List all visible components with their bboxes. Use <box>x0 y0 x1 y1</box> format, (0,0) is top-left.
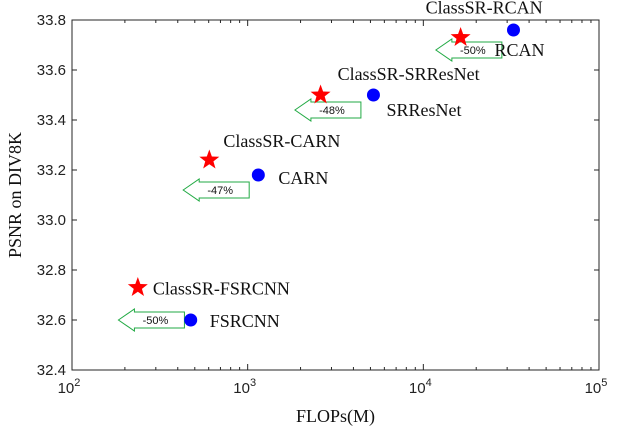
point-label: SRResNet <box>386 100 461 120</box>
x-tick-label: 102 <box>58 377 81 397</box>
reduction-arrow: -47% <box>182 178 250 202</box>
point-label: FSRCNN <box>210 311 280 331</box>
point-label: RCAN <box>494 40 544 60</box>
y-tick-label: 33.4 <box>37 112 66 129</box>
star-marker <box>450 27 471 46</box>
circle-marker <box>366 88 380 102</box>
arrow-shape <box>182 178 250 202</box>
y-tick-label: 33.2 <box>37 162 66 179</box>
x-tick-base: 10 <box>585 380 602 397</box>
y-tick-label: 32.8 <box>37 262 66 279</box>
x-tick-base: 10 <box>409 380 426 397</box>
x-axis-title: FLOPs(M) <box>296 406 375 427</box>
point-label: CARN <box>278 168 328 188</box>
point-label: ClassSR-CARN <box>223 131 340 151</box>
star-marker <box>310 84 331 104</box>
point-label: ClassSR-SRResNet <box>338 64 480 84</box>
reduction-arrow: -50% <box>117 308 185 332</box>
y-tick-label: 32.6 <box>37 312 66 329</box>
x-axis-ticks: 102 103 104 105 <box>58 20 608 397</box>
circle-marker <box>251 168 265 182</box>
point-label: ClassSR-RCAN <box>426 0 543 18</box>
reduction-arrow: -48% <box>294 98 362 122</box>
y-tick-label: 33.8 <box>37 12 66 29</box>
x-tick-label: 105 <box>585 377 608 397</box>
y-tick-label: 32.4 <box>37 362 66 379</box>
reduction-label: -50% <box>143 315 169 327</box>
x-tick-label: 104 <box>409 377 432 397</box>
y-axis-ticks: 32.4 32.6 32.8 33.0 33.2 33.4 33.6 33.8 <box>37 12 599 379</box>
reduction-label: -47% <box>207 185 233 197</box>
star-marker <box>127 277 148 296</box>
x-tick-label: 103 <box>233 377 256 397</box>
data-points: ClassSR-FSRCNN ClassSR-CARN ClassSR-SRResN… <box>127 0 545 331</box>
reduction-label: -48% <box>319 105 345 117</box>
star-marker <box>199 149 220 169</box>
circle-marker <box>184 313 198 327</box>
arrow-shape <box>434 38 503 62</box>
y-axis-title: PSNR on DIV8K <box>5 132 25 258</box>
x-tick-exponent: 2 <box>74 377 80 389</box>
x-tick-exponent: 3 <box>250 377 256 389</box>
y-tick-label: 33.0 <box>37 212 66 229</box>
reduction-arrow: -50% <box>434 38 503 62</box>
x-tick-exponent: 4 <box>426 377 432 389</box>
x-tick-base: 10 <box>58 380 75 397</box>
reduction-annotations: -50% -47% -48% -50% <box>117 38 503 332</box>
point-label: ClassSR-FSRCNN <box>153 279 290 299</box>
x-tick-base: 10 <box>233 380 250 397</box>
x-tick-exponent: 5 <box>601 377 607 389</box>
circle-marker <box>506 23 520 37</box>
y-tick-label: 33.6 <box>37 62 66 79</box>
arrow-shape <box>294 98 362 122</box>
reduction-label: -50% <box>460 45 486 57</box>
